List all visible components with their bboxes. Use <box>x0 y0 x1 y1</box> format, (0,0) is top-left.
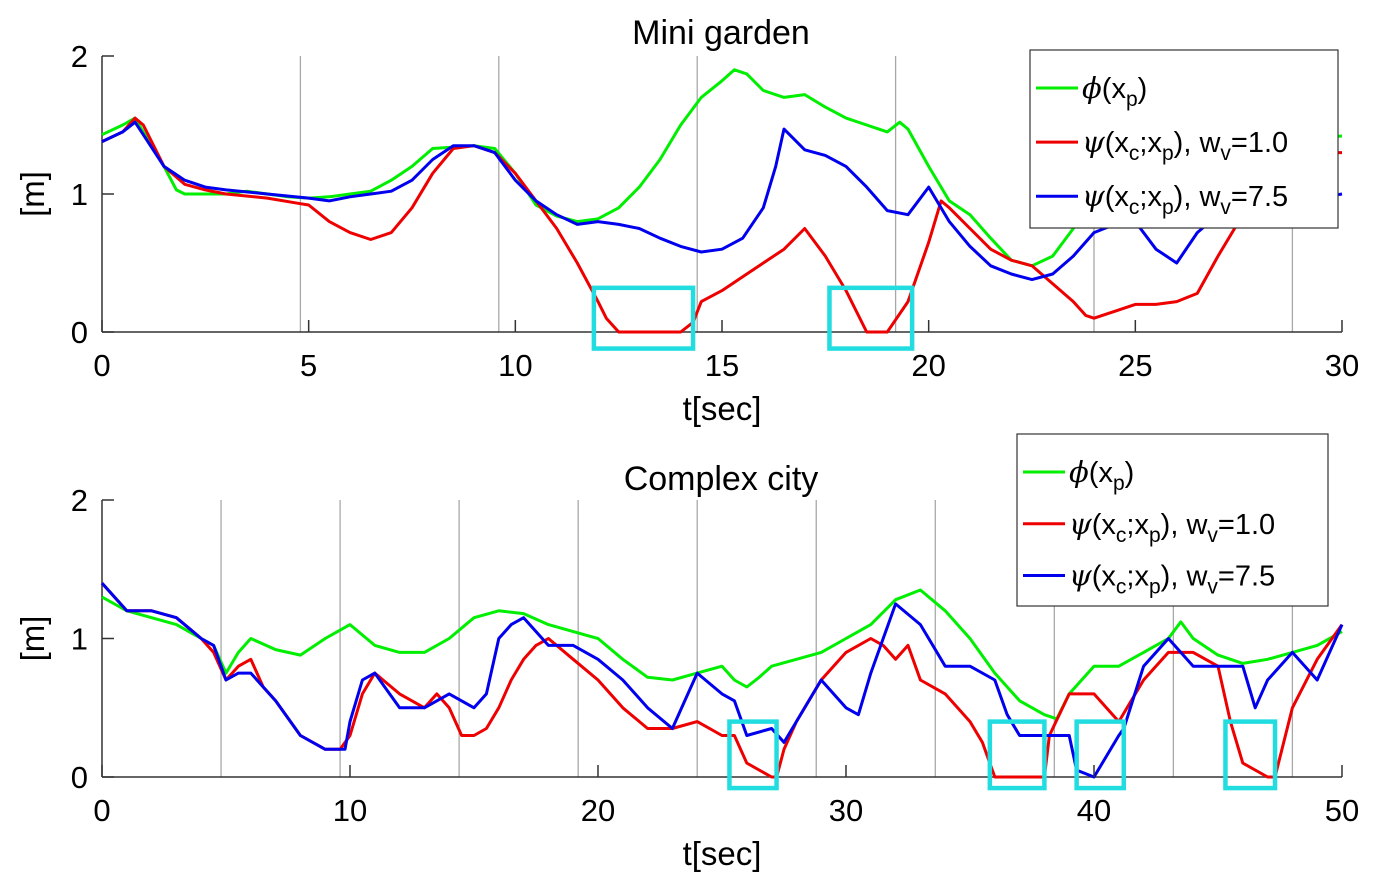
legend-subscript: v <box>1220 142 1231 165</box>
x-axis-label: t[sec] <box>683 835 762 872</box>
legend-text: ) <box>1138 73 1148 105</box>
legend-text: =1.0 <box>1218 509 1275 541</box>
x-tick-label: 0 <box>93 348 110 383</box>
legend-box <box>1016 433 1329 607</box>
x-tick-label: 10 <box>333 793 367 828</box>
legend-symbol: ψ <box>1069 559 1092 593</box>
legend-subscript: p <box>1162 196 1174 219</box>
y-tick-label: 1 <box>71 177 88 212</box>
legend-subscript: p <box>1149 524 1161 547</box>
legend-text: ), w <box>1161 509 1209 541</box>
chart-title: Complex city <box>624 460 819 498</box>
legend-symbol: ψ <box>1082 125 1105 159</box>
series-line-1 <box>100 582 1344 779</box>
legend-text: =1.0 <box>1231 127 1288 159</box>
highlight-box <box>827 285 915 351</box>
series-line-2 <box>100 582 1344 779</box>
legend-text: (x <box>1089 457 1114 489</box>
highlight-box <box>591 285 696 351</box>
legend-subscript: c <box>1116 576 1127 599</box>
x-tick-label: 20 <box>911 348 945 383</box>
series-line-2 <box>101 120 1343 282</box>
y-tick-label: 2 <box>71 39 88 74</box>
x-tick-label: 15 <box>705 348 739 383</box>
highlight-box <box>987 719 1047 791</box>
y-axis-label: [m] <box>14 171 51 217</box>
highlight-box <box>727 719 779 791</box>
legend-subscript: c <box>1116 524 1127 547</box>
legend-box <box>1029 49 1339 229</box>
legend-text: ), w <box>1174 181 1222 213</box>
legend: ϕ(xp)ψ(xc;xp), wv=1.0ψ(xc;xp), wv=7.5 <box>1029 49 1339 229</box>
y-tick-label: 1 <box>71 622 88 657</box>
legend-text: (x <box>1102 73 1127 105</box>
legend-subscript: c <box>1129 142 1140 165</box>
x-axis-label: t[sec] <box>683 390 762 427</box>
x-tick-label: 30 <box>1325 348 1359 383</box>
legend-text: (x <box>1105 181 1130 213</box>
legend-text: ;x <box>1126 561 1149 593</box>
legend-subscript: v <box>1207 524 1218 547</box>
legend-entry-label: ψ(xc;xp), wv=7.5 <box>1082 179 1288 219</box>
x-tick-label: 25 <box>1118 348 1152 383</box>
series-line-1 <box>101 116 1342 334</box>
x-tick-label: 5 <box>300 348 317 383</box>
legend-subscript: p <box>1113 472 1125 495</box>
x-tick-label: 10 <box>498 348 532 383</box>
legend-symbol: ψ <box>1069 507 1092 541</box>
y-tick-label: 0 <box>71 315 88 350</box>
legend: ϕ(xp)ψ(xc;xp), wv=1.0ψ(xc;xp), wv=7.5 <box>1016 433 1329 607</box>
highlight-box <box>1074 719 1127 791</box>
legend-subscript: v <box>1207 576 1218 599</box>
x-tick-label: 40 <box>1077 793 1111 828</box>
legend-subscript: c <box>1129 196 1140 219</box>
legend-text: =7.5 <box>1218 561 1275 593</box>
legend-text: ), w <box>1174 127 1222 159</box>
legend-text: (x <box>1092 509 1117 541</box>
legend-entry-label: ϕ(xp) <box>1082 71 1147 111</box>
series-line-0 <box>101 588 1343 721</box>
x-tick-label: 20 <box>581 793 615 828</box>
legend-text: ;x <box>1126 509 1149 541</box>
legend-entry-label: ϕ(xp) <box>1069 455 1134 495</box>
highlight-box <box>1223 719 1278 791</box>
x-tick-label: 50 <box>1325 793 1359 828</box>
legend-symbol: ϕ <box>1082 71 1102 105</box>
legend-text: ;x <box>1139 181 1162 213</box>
x-tick-label: 0 <box>93 793 110 828</box>
legend-subscript: p <box>1162 142 1174 165</box>
legend-entry-label: ψ(xc;xp), wv=1.0 <box>1069 507 1275 547</box>
legend-entry-label: ψ(xc;xp), wv=1.0 <box>1082 125 1288 165</box>
legend-text: ;x <box>1139 127 1162 159</box>
chart-title: Mini garden <box>632 14 810 52</box>
legend-subscript: p <box>1149 576 1161 599</box>
legend-text: =7.5 <box>1231 181 1288 213</box>
legend-text: (x <box>1092 561 1117 593</box>
y-tick-label: 0 <box>71 760 88 795</box>
legend-subscript: v <box>1220 196 1231 219</box>
legend-text: ) <box>1125 457 1135 489</box>
legend-text: ), w <box>1161 561 1209 593</box>
legend-symbol: ψ <box>1082 179 1105 213</box>
legend-text: (x <box>1105 127 1130 159</box>
y-axis-label: [m] <box>14 616 51 662</box>
legend-entry-label: ψ(xc;xp), wv=7.5 <box>1069 559 1275 599</box>
legend-symbol: ϕ <box>1069 455 1089 489</box>
legend-subscript: p <box>1126 88 1138 111</box>
x-tick-label: 30 <box>829 793 863 828</box>
y-tick-label: 2 <box>71 483 88 518</box>
